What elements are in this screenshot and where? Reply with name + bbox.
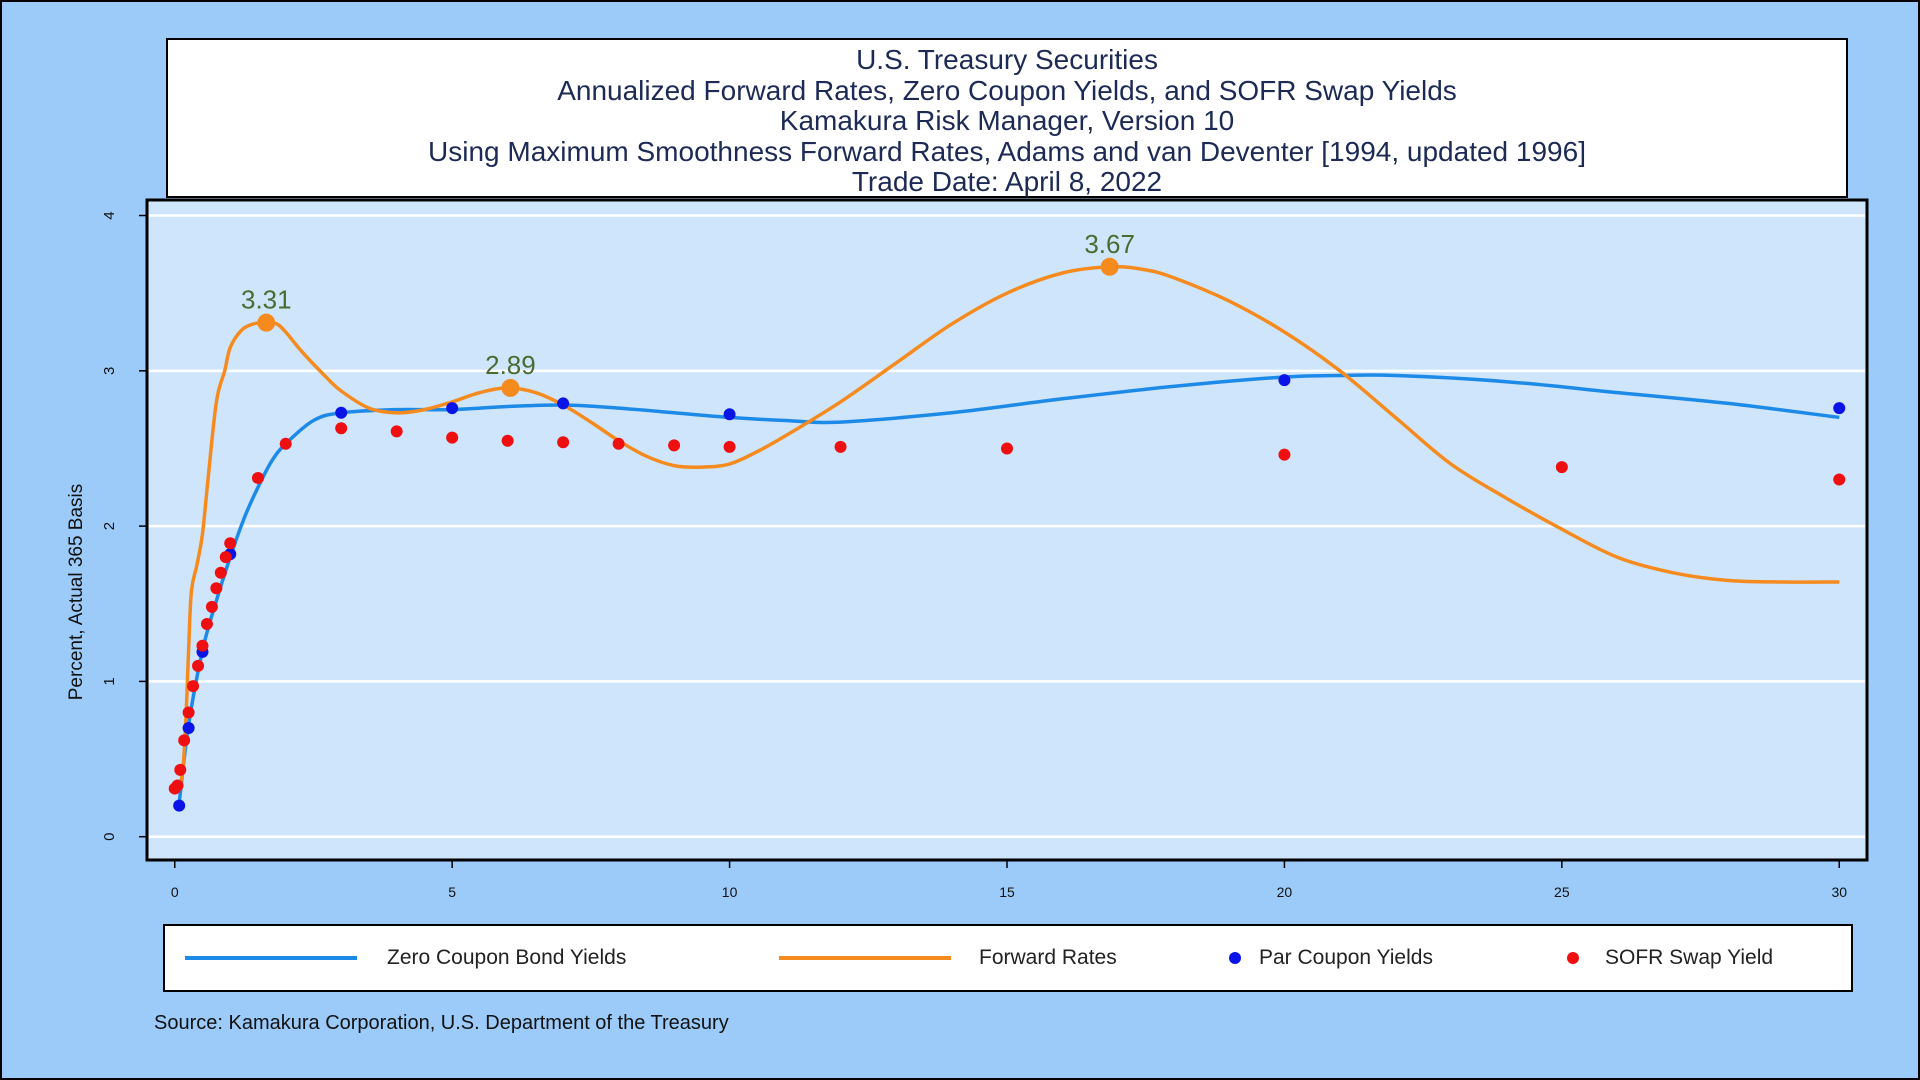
peak-label-1: 2.89 — [485, 350, 536, 380]
title-line-1: U.S. Treasury Securities — [856, 44, 1158, 75]
point-par-coupon-yields-5 — [446, 402, 459, 415]
point-sofr-swap-yield-19 — [501, 434, 514, 447]
series-line-forward-rates — [177, 264, 1840, 791]
point-sofr-swap-yield-26 — [1278, 448, 1291, 461]
point-sofr-swap-yield-17 — [390, 425, 403, 438]
point-sofr-swap-yield-22 — [668, 439, 681, 452]
y-tick-label-4: 4 — [101, 211, 118, 219]
point-par-coupon-yields-7 — [723, 408, 736, 421]
y-tick-label-0: 0 — [101, 833, 118, 841]
legend-swatch-zero-coupon — [185, 956, 357, 960]
point-sofr-swap-yield-27 — [1555, 461, 1568, 474]
legend-item-zero-coupon: Zero Coupon Bond Yields — [185, 926, 626, 990]
peak-label-0: 3.31 — [241, 285, 292, 315]
point-sofr-swap-yield-3 — [178, 734, 191, 747]
legend-item-forward: Forward Rates — [779, 926, 1117, 990]
title-line-4: Using Maximum Smoothness Forward Rates, … — [428, 135, 1586, 167]
point-sofr-swap-yield-18 — [446, 431, 459, 444]
point-sofr-swap-yield-4 — [182, 706, 195, 719]
point-sofr-swap-yield-2 — [174, 763, 187, 776]
grid-lines — [149, 214, 1865, 838]
point-sofr-swap-yield-6 — [192, 659, 205, 672]
point-sofr-swap-yield-9 — [205, 600, 218, 613]
point-par-coupon-yields-6 — [557, 397, 570, 410]
point-par-coupon-yields-8 — [1278, 374, 1291, 387]
peak-marker-1 — [501, 378, 520, 397]
point-sofr-swap-yield-10 — [210, 582, 223, 595]
point-par-coupon-yields-1 — [182, 722, 195, 734]
legend-swatch-par — [1229, 952, 1241, 964]
point-par-coupon-yields-0 — [173, 799, 186, 812]
x-tick-label-20: 20 — [1277, 884, 1293, 900]
point-par-coupon-yields-4 — [335, 406, 348, 419]
peak-marker-2 — [1100, 257, 1119, 276]
y-tick-label-1: 1 — [101, 677, 118, 685]
peak-marker-0 — [257, 313, 276, 332]
x-tick-label-30: 30 — [1831, 884, 1847, 900]
legend-swatch-sofr — [1567, 952, 1579, 964]
x-tick-label-25: 25 — [1554, 884, 1570, 900]
title-line-3: Kamakura Risk Manager, Version 10 — [779, 105, 1235, 136]
chart-title-box: U.S. Treasury Securities Annualized Forw… — [166, 38, 1848, 198]
point-sofr-swap-yield-15 — [279, 437, 292, 450]
legend: Zero Coupon Bond Yields Forward Rates Pa… — [163, 924, 1853, 992]
legend-item-par: Par Coupon Yields — [1229, 926, 1433, 990]
legend-label-forward: Forward Rates — [979, 946, 1117, 969]
point-sofr-swap-yield-24 — [834, 440, 847, 453]
axes: 0 1 2 3 4 0 5 10 15 20 25 30 — [101, 211, 1847, 900]
plot-area — [145, 198, 1869, 862]
point-sofr-swap-yield-13 — [224, 537, 237, 550]
series-layer — [177, 264, 1840, 803]
point-sofr-swap-yield-21 — [612, 437, 625, 450]
point-sofr-swap-yield-8 — [200, 617, 213, 630]
legend-label-sofr: SOFR Swap Yield — [1605, 946, 1774, 969]
x-tick-label-10: 10 — [722, 884, 738, 900]
point-par-coupon-yields-9 — [1833, 402, 1846, 415]
y-tick-label-3: 3 — [101, 367, 118, 375]
x-tick-label-15: 15 — [999, 884, 1015, 900]
point-sofr-swap-yield-23 — [723, 440, 736, 453]
peak-label-2: 3.67 — [1084, 229, 1135, 259]
series-line-zero-coupon-bond-yields — [177, 373, 1840, 803]
points-layer — [168, 374, 1846, 812]
legend-label-par: Par Coupon Yields — [1259, 946, 1433, 969]
point-sofr-swap-yield-14 — [251, 471, 264, 484]
point-sofr-swap-yield-11 — [214, 566, 227, 579]
point-sofr-swap-yield-1 — [171, 779, 184, 792]
point-sofr-swap-yield-28 — [1833, 473, 1846, 486]
point-sofr-swap-yield-16 — [335, 422, 348, 435]
legend-swatch-forward — [779, 956, 951, 960]
point-sofr-swap-yield-7 — [196, 639, 209, 652]
x-tick-label-0: 0 — [171, 884, 179, 900]
y-tick-label-2: 2 — [101, 522, 118, 530]
legend-label-zero-coupon: Zero Coupon Bond Yields — [387, 946, 627, 969]
legend-item-sofr: SOFR Swap Yield — [1567, 926, 1773, 990]
x-tick-label-5: 5 — [448, 884, 456, 900]
source-note: Source: Kamakura Corporation, U.S. Depar… — [154, 1012, 729, 1034]
annotations: 3.31 2.89 3.67 — [241, 229, 1135, 397]
point-sofr-swap-yield-25 — [1001, 442, 1013, 455]
y-axis-label: Percent, Actual 365 Basis — [66, 484, 87, 701]
point-sofr-swap-yield-5 — [187, 680, 200, 693]
title-line-5: Trade Date: April 8, 2022 — [851, 166, 1163, 197]
point-sofr-swap-yield-12 — [219, 551, 232, 564]
point-sofr-swap-yield-20 — [557, 436, 570, 449]
title-line-2: Annualized Forward Rates, Zero Coupon Yi… — [557, 74, 1457, 106]
